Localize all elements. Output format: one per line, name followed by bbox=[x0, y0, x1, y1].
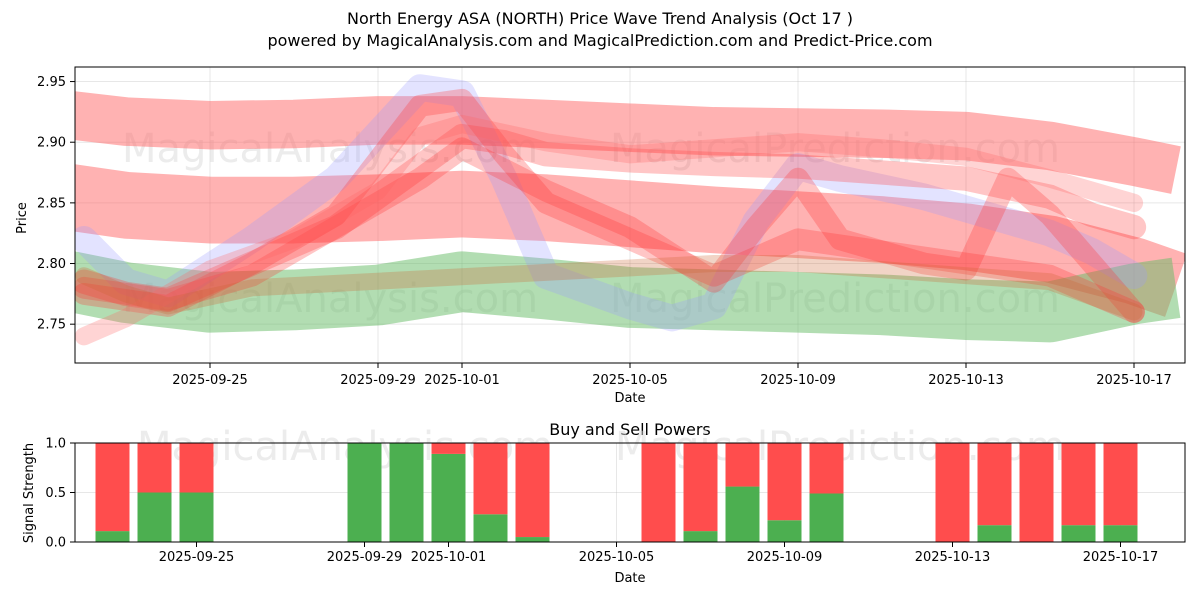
x-tick-label: 2025-09-29 bbox=[340, 373, 416, 388]
series-line-red-wave-1 bbox=[75, 123, 1147, 313]
price-y-label: Price bbox=[15, 202, 30, 234]
power-y-axis: 0.0 0.5 1.0 bbox=[45, 437, 75, 551]
power-x-label: Date bbox=[614, 571, 645, 586]
y-tick-label: 2.75 bbox=[37, 318, 66, 333]
buy-bar bbox=[137, 492, 172, 542]
x-tick-label: 2025-09-25 bbox=[172, 373, 248, 388]
power-x-axis: 2025-09-25 2025-09-29 2025-10-01 2025-10-05… bbox=[159, 542, 1159, 565]
sell-bar bbox=[431, 443, 466, 454]
sell-bar bbox=[515, 443, 550, 538]
chart-title: North Energy ASA (NORTH) Price Wave Tren… bbox=[347, 9, 853, 28]
x-tick-label: 2025-10-09 bbox=[760, 373, 836, 388]
buy-bar bbox=[431, 453, 466, 542]
buy-bar bbox=[809, 493, 844, 542]
buy-bar bbox=[1103, 525, 1138, 542]
series-line-orange-wave bbox=[75, 255, 1143, 321]
series-line-blue-wave bbox=[75, 74, 1148, 332]
sell-bar bbox=[809, 443, 844, 494]
x-tick-label: 2025-10-01 bbox=[424, 373, 500, 388]
buy-bar bbox=[95, 531, 130, 542]
sell-bar bbox=[935, 443, 970, 542]
x-tick-label: 2025-10-13 bbox=[915, 550, 991, 565]
series-line-red-wave-3 bbox=[75, 137, 1145, 323]
x-tick-label: 2025-10-01 bbox=[411, 550, 487, 565]
buy-bar bbox=[515, 537, 550, 542]
sell-bar bbox=[1103, 443, 1138, 526]
sell-bar bbox=[641, 443, 676, 542]
buy-bar bbox=[725, 486, 760, 542]
sell-bar bbox=[95, 443, 130, 532]
x-tick-label: 2025-10-05 bbox=[579, 550, 655, 565]
sell-bar bbox=[137, 443, 172, 493]
chart-subtitle: powered by MagicalAnalysis.com and Magic… bbox=[267, 31, 933, 50]
price-x-axis: 2025-09-25 2025-09-29 2025-10-01 2025-10-05… bbox=[172, 363, 1172, 388]
x-tick-label: 2025-10-17 bbox=[1096, 373, 1172, 388]
power-bars bbox=[95, 443, 1138, 542]
x-tick-label: 2025-10-05 bbox=[592, 373, 668, 388]
x-tick-label: 2025-10-17 bbox=[1083, 550, 1159, 565]
price-series bbox=[75, 74, 1185, 346]
y-tick-label: 1.0 bbox=[45, 437, 66, 452]
sell-bar bbox=[1019, 443, 1054, 542]
sell-bar bbox=[767, 443, 802, 521]
power-chart-title: Buy and Sell Powers bbox=[549, 420, 711, 439]
y-tick-label: 2.95 bbox=[37, 75, 66, 90]
x-tick-label: 2025-10-09 bbox=[747, 550, 823, 565]
buy-bar bbox=[473, 514, 508, 542]
buy-bar bbox=[767, 520, 802, 542]
y-tick-label: 0.0 bbox=[45, 536, 66, 551]
buy-bar bbox=[977, 525, 1012, 542]
price-x-label: Date bbox=[614, 391, 645, 406]
y-tick-label: 2.85 bbox=[37, 196, 66, 211]
sell-bar bbox=[683, 443, 718, 532]
x-tick-label: 2025-09-29 bbox=[327, 550, 403, 565]
buy-bar bbox=[347, 443, 382, 542]
series-line-upper-red-band bbox=[75, 91, 1181, 194]
sell-bar bbox=[473, 443, 508, 515]
y-tick-label: 0.5 bbox=[45, 486, 66, 501]
y-tick-label: 2.80 bbox=[37, 257, 66, 272]
sell-bar bbox=[179, 443, 214, 493]
y-tick-label: 2.90 bbox=[37, 136, 66, 151]
sell-bar bbox=[1061, 443, 1096, 526]
buy-bar bbox=[1061, 525, 1096, 542]
price-y-axis: 2.75 2.80 2.85 2.90 2.95 bbox=[37, 75, 75, 333]
buy-bar bbox=[683, 531, 718, 542]
x-tick-label: 2025-09-25 bbox=[159, 550, 235, 565]
buy-bar bbox=[179, 492, 214, 542]
series-line-red-wave-4 bbox=[75, 114, 1144, 346]
sell-bar bbox=[977, 443, 1012, 526]
buy-bar bbox=[389, 443, 424, 542]
power-y-label: Signal Strength bbox=[22, 443, 37, 543]
series-line-green-band bbox=[75, 251, 1181, 343]
sell-bar bbox=[725, 443, 760, 487]
series-line-red-wave-2 bbox=[75, 88, 1145, 323]
x-tick-label: 2025-10-13 bbox=[928, 373, 1004, 388]
series-line-middle-red-band bbox=[75, 164, 1185, 317]
